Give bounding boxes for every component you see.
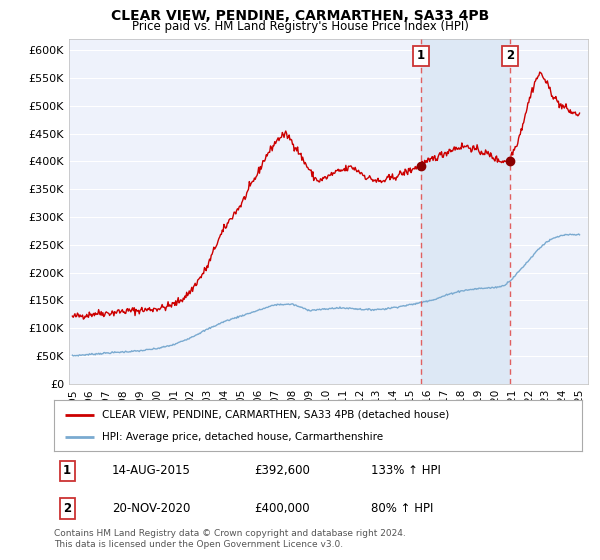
Text: HPI: Average price, detached house, Carmarthenshire: HPI: Average price, detached house, Carm… — [101, 432, 383, 442]
Text: Contains HM Land Registry data © Crown copyright and database right 2024.
This d: Contains HM Land Registry data © Crown c… — [54, 529, 406, 549]
Text: 80% ↑ HPI: 80% ↑ HPI — [371, 502, 433, 515]
Text: 133% ↑ HPI: 133% ↑ HPI — [371, 464, 440, 478]
Text: Price paid vs. HM Land Registry's House Price Index (HPI): Price paid vs. HM Land Registry's House … — [131, 20, 469, 32]
Text: 1: 1 — [417, 49, 425, 62]
Text: CLEAR VIEW, PENDINE, CARMARTHEN, SA33 4PB (detached house): CLEAR VIEW, PENDINE, CARMARTHEN, SA33 4P… — [101, 409, 449, 419]
Text: 2: 2 — [63, 502, 71, 515]
Text: 1: 1 — [63, 464, 71, 478]
Text: £392,600: £392,600 — [254, 464, 311, 478]
Text: 20-NOV-2020: 20-NOV-2020 — [112, 502, 190, 515]
Bar — [421, 39, 510, 384]
Text: CLEAR VIEW, PENDINE, CARMARTHEN, SA33 4PB: CLEAR VIEW, PENDINE, CARMARTHEN, SA33 4P… — [111, 9, 489, 23]
Text: 2: 2 — [506, 49, 514, 62]
Text: 14-AUG-2015: 14-AUG-2015 — [112, 464, 191, 478]
Text: £400,000: £400,000 — [254, 502, 310, 515]
